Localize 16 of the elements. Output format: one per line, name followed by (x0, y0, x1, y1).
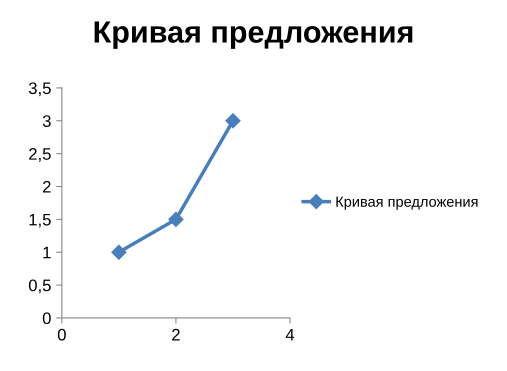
y-tick-label: 2,5 (29, 148, 51, 162)
x-tick-label: 4 (286, 328, 294, 340)
y-tick-label: 2 (43, 180, 51, 193)
y-tick-label: 3 (42, 115, 51, 127)
chart-title: Кривая предложения (94, 22, 412, 49)
y-tick-label: 0,5 (28, 279, 51, 294)
x-tick-label: 2 (172, 328, 180, 340)
point (111, 244, 126, 260)
y-tick-label: 1 (43, 246, 51, 258)
y-tick-label: 0 (42, 312, 51, 324)
y-tick-label: 3,5 (28, 82, 51, 96)
y-tick-label: 1,5 (30, 214, 51, 228)
point (225, 113, 241, 128)
point (168, 212, 184, 227)
x-tick-label: 0 (58, 328, 66, 341)
legend-label: Кривая предложения (336, 196, 478, 210)
